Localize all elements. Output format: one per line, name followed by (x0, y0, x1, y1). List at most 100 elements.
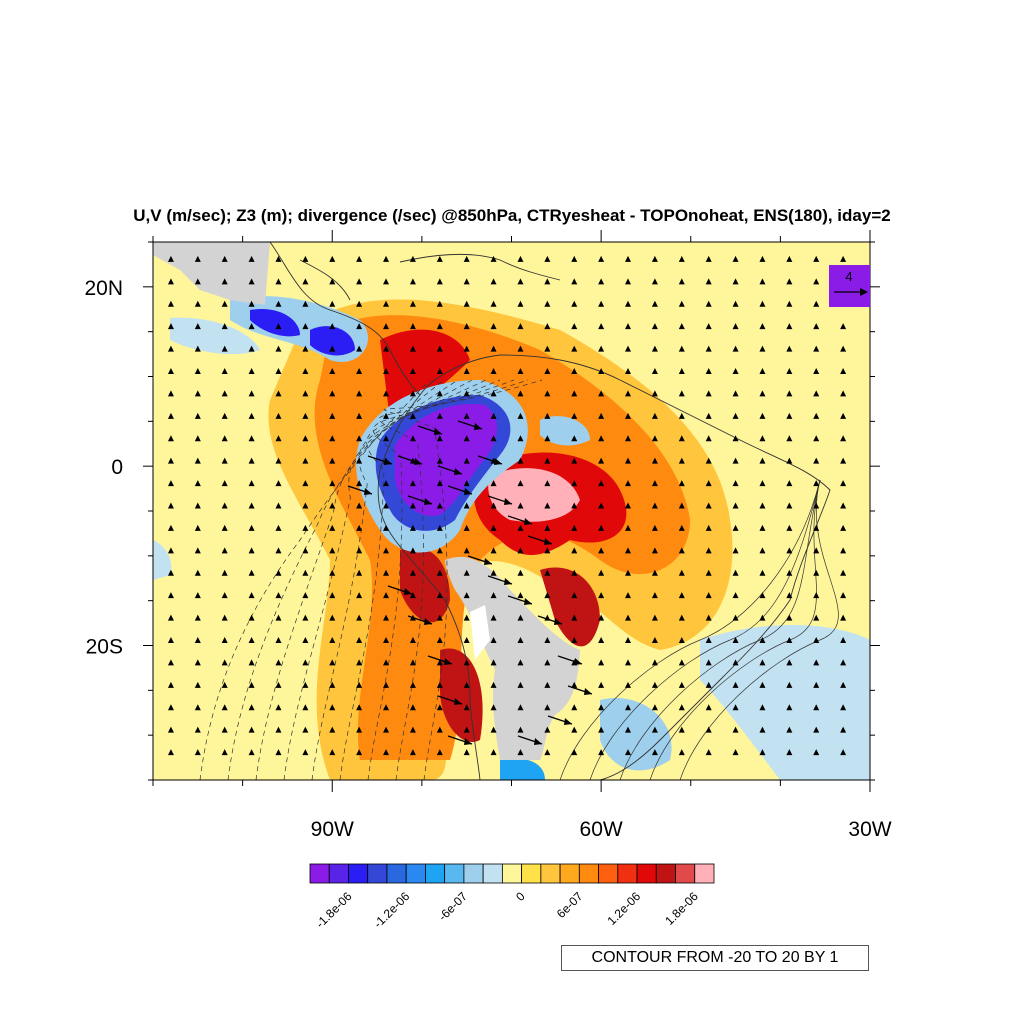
wind-vector-arrow (221, 323, 228, 330)
wind-vector-arrow (705, 614, 712, 621)
wind-vector-arrow (544, 592, 551, 599)
wind-vector-arrow (194, 659, 201, 666)
wind-vector-arrow (409, 255, 416, 262)
wind-vector-arrow (625, 457, 632, 464)
wind-vector-arrow (705, 592, 712, 599)
colorbar-swatch (501, 863, 523, 884)
wind-vector-arrow (732, 255, 739, 262)
wind-vector-arrow (248, 502, 255, 509)
wind-vector-arrow (490, 345, 497, 352)
wind-vector-arrow (356, 345, 363, 352)
wind-vector-arrow (544, 749, 551, 756)
wind-vector-arrow (759, 637, 766, 644)
wind-vector-arrow (544, 457, 551, 464)
colorbar-swatch (521, 863, 542, 884)
wind-vector-head (364, 488, 372, 495)
wind-vector-arrow (356, 390, 363, 397)
wind-vector-arrow (275, 412, 282, 419)
wind-vector-arrow (194, 412, 201, 419)
wind-vector-arrow (571, 569, 578, 576)
wind-vector-arrow (517, 278, 524, 285)
wind-vector-arrow (356, 255, 363, 262)
wind-vector-arrow (678, 637, 685, 644)
wind-vector-arrow (463, 278, 470, 285)
wind-vector-arrow (625, 323, 632, 330)
wind-vector-arrow (571, 390, 578, 397)
wind-vector-arrow (167, 480, 174, 487)
contour-info-label: CONTOUR FROM -20 TO 20 BY 1 (561, 945, 869, 971)
wind-vector-arrow (463, 547, 470, 554)
wind-vector-arrow (786, 704, 793, 711)
wind-vector-arrow (598, 726, 605, 733)
wind-vector-arrow (759, 278, 766, 285)
wind-vector-arrow (598, 569, 605, 576)
wind-vector-arrow (436, 300, 443, 307)
wind-vector-arrow (732, 547, 739, 554)
wind-vector-arrow (194, 323, 201, 330)
wind-vector-arrow (678, 300, 685, 307)
lon-tick-label: 60W (580, 818, 623, 841)
wind-vector-head (504, 578, 512, 585)
wind-vector-arrow (571, 480, 578, 487)
colorbar-swatch (309, 863, 330, 884)
wind-vector-arrow (194, 278, 201, 285)
wind-vector-arrow (625, 681, 632, 688)
wind-vector-arrow (463, 524, 470, 531)
wind-vector-arrow (383, 659, 390, 666)
wind-vector-arrow (517, 345, 524, 352)
wind-vector-arrow (759, 681, 766, 688)
wind-vector-arrow (517, 592, 524, 599)
wind-vector-arrow (786, 368, 793, 375)
wind-vector-arrow (840, 435, 847, 442)
wind-vector-arrow (705, 412, 712, 419)
wind-vector-arrow (409, 749, 416, 756)
wind-vector-arrow (436, 480, 443, 487)
wind-vector-head (434, 428, 442, 435)
wind-vector-arrow (436, 726, 443, 733)
wind-vector-arrow (248, 637, 255, 644)
wind-vector-arrow (275, 255, 282, 262)
wind-vector-arrow (813, 502, 820, 509)
wind-vector-arrow (705, 300, 712, 307)
wind-vector-arrow (275, 524, 282, 531)
wind-vector-arrow (383, 412, 390, 419)
wind-vector-arrow (409, 659, 416, 666)
wind-vector-arrow (463, 502, 470, 509)
wind-vector-arrow (221, 390, 228, 397)
wind-vector-arrow (221, 659, 228, 666)
colorbar-swatch (540, 863, 561, 884)
wind-vector-arrow (813, 592, 820, 599)
wind-vector-arrow (732, 300, 739, 307)
wind-vector-arrow (436, 592, 443, 599)
wind-vector-arrow (813, 614, 820, 621)
wind-vector-arrow (705, 345, 712, 352)
wind-vector-arrow (598, 457, 605, 464)
warm-core-north (380, 329, 470, 420)
wind-vector-arrow (302, 502, 309, 509)
wind-vector-arrow (759, 659, 766, 666)
wind-vector-arrow (409, 502, 416, 509)
wind-vector-arrow (167, 637, 174, 644)
wind-vector-arrow (302, 278, 309, 285)
wind-vector-arrow (678, 547, 685, 554)
wind-vector-arrow (544, 637, 551, 644)
wind-vector-arrow (517, 659, 524, 666)
wind-vector-arrow (678, 390, 685, 397)
cool-gulf-core (250, 309, 300, 337)
wind-vector-arrow (571, 412, 578, 419)
wind-vector-arrow (436, 345, 443, 352)
wind-vector-arrow (732, 749, 739, 756)
wind-vector-arrow (409, 569, 416, 576)
plot-area (153, 242, 870, 780)
wind-vector-arrow (221, 524, 228, 531)
wind-vector-arrow (625, 390, 632, 397)
wind-vector-arrow (302, 569, 309, 576)
wind-vector-arrow (490, 524, 497, 531)
wind-vector-arrow (571, 592, 578, 599)
wind-vector-arrow (302, 300, 309, 307)
wind-vector-arrow (517, 457, 524, 464)
wind-vector-arrow (275, 300, 282, 307)
wind-vector-arrow (625, 412, 632, 419)
wind-vector-arrow (194, 704, 201, 711)
wind-vector-arrow (275, 749, 282, 756)
